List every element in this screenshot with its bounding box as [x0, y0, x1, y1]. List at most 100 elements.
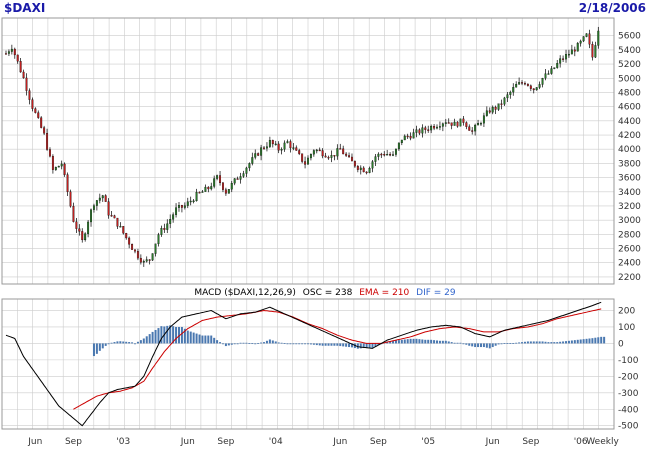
histogram-bar: [304, 343, 307, 345]
candle-up: [178, 205, 180, 208]
histogram-bar: [248, 342, 251, 344]
candle-up: [230, 183, 233, 190]
macd-y-tick-label: -200: [618, 372, 639, 382]
histogram-bar: [377, 343, 380, 346]
histogram-bar: [207, 335, 210, 344]
candle-up: [292, 147, 295, 149]
candle-up: [239, 176, 242, 180]
histogram-bar: [119, 341, 122, 344]
candle-up: [421, 127, 424, 134]
candle-down: [321, 150, 324, 157]
histogram-bar: [518, 342, 521, 344]
candle-up: [377, 153, 380, 157]
candle-up: [441, 123, 444, 127]
histogram-bar: [286, 343, 289, 345]
candle-up: [157, 234, 160, 245]
histogram-bar: [289, 343, 292, 345]
histogram-bar: [570, 340, 573, 344]
histogram-bar: [283, 343, 286, 344]
histogram-bar: [424, 339, 427, 344]
histogram-bar: [134, 343, 137, 345]
candle-down: [427, 129, 430, 131]
macd-osc-value: OSC = 238: [303, 288, 353, 298]
price-y-axis: 2200 2400 2600 2800 3000 3200 3400 3600 3800 4000…: [618, 32, 641, 283]
macd-ema-value: EMA = 210: [359, 288, 409, 298]
histogram-bar: [591, 338, 594, 344]
histogram-bar: [497, 343, 500, 345]
histogram-bar: [186, 330, 189, 344]
histogram-bar: [573, 340, 576, 344]
candle-up: [541, 78, 544, 85]
candle-up: [151, 253, 154, 261]
price-y-tick-label: 5200: [618, 60, 641, 70]
histogram-bar: [309, 343, 312, 345]
price-panel-grid: [1, 18, 615, 284]
macd-histogram: [92, 325, 606, 357]
candle-up: [597, 30, 600, 46]
candle-down: [34, 108, 37, 113]
x-tick-label: Jun: [27, 437, 42, 447]
candle-down: [128, 237, 131, 245]
candle-down: [383, 154, 386, 156]
candle-down: [526, 83, 529, 86]
histogram-bar: [122, 341, 125, 344]
candle-down: [356, 166, 359, 170]
histogram-bar: [274, 341, 277, 344]
candle-down: [78, 228, 81, 232]
macd-y-axis: 200 100 0 -100 -200 -300 -400 -500: [618, 307, 639, 432]
candle-down: [236, 178, 239, 180]
histogram-bar: [298, 343, 301, 345]
x-tick-label: Sep: [370, 437, 387, 447]
candle-down: [365, 171, 368, 174]
histogram-bar: [594, 337, 597, 344]
x-tick-label: Sep: [522, 437, 539, 447]
x-tick-label: Weekly: [586, 437, 619, 447]
candle-up: [98, 197, 101, 201]
candle-up: [166, 223, 169, 230]
candle-up: [535, 87, 538, 91]
candle-up: [538, 84, 541, 88]
histogram-bar: [356, 343, 359, 349]
histogram-bar: [403, 339, 406, 344]
histogram-bar: [142, 338, 145, 344]
histogram-bar: [348, 343, 351, 348]
candle-down: [339, 148, 342, 150]
price-y-tick-label: 3800: [618, 159, 641, 169]
histogram-bar: [107, 343, 110, 345]
candle-down: [49, 149, 51, 157]
histogram-bar: [157, 328, 160, 344]
candle-up: [371, 161, 374, 169]
histogram-bar: [154, 329, 157, 344]
candle-up: [330, 155, 333, 158]
histogram-bar: [477, 343, 480, 348]
candle-up: [95, 200, 98, 206]
histogram-bar: [512, 343, 515, 344]
candle-down: [389, 154, 392, 156]
candle-up: [286, 141, 289, 144]
histogram-bar: [139, 340, 142, 344]
candle-down: [63, 163, 66, 175]
candle-down: [81, 231, 84, 241]
candle-up: [160, 228, 163, 235]
candle-down: [116, 217, 119, 227]
candle-down: [418, 129, 421, 134]
histogram-bar: [221, 343, 224, 345]
candle-down: [122, 226, 125, 234]
histogram-bar: [219, 342, 222, 344]
histogram-bar: [271, 340, 274, 344]
candle-up: [544, 73, 547, 79]
histogram-bar: [447, 341, 450, 344]
candle-down: [524, 83, 526, 85]
price-y-tick-label: 3400: [618, 188, 641, 198]
candle-down: [327, 156, 330, 159]
histogram-bar: [136, 341, 139, 344]
candle-up: [227, 189, 230, 194]
price-panel-frame: [1, 17, 615, 285]
histogram-bar: [145, 336, 148, 344]
candle-up: [430, 126, 433, 131]
candle-down: [301, 153, 304, 162]
candle-up: [397, 142, 400, 150]
candle-down: [380, 153, 383, 156]
